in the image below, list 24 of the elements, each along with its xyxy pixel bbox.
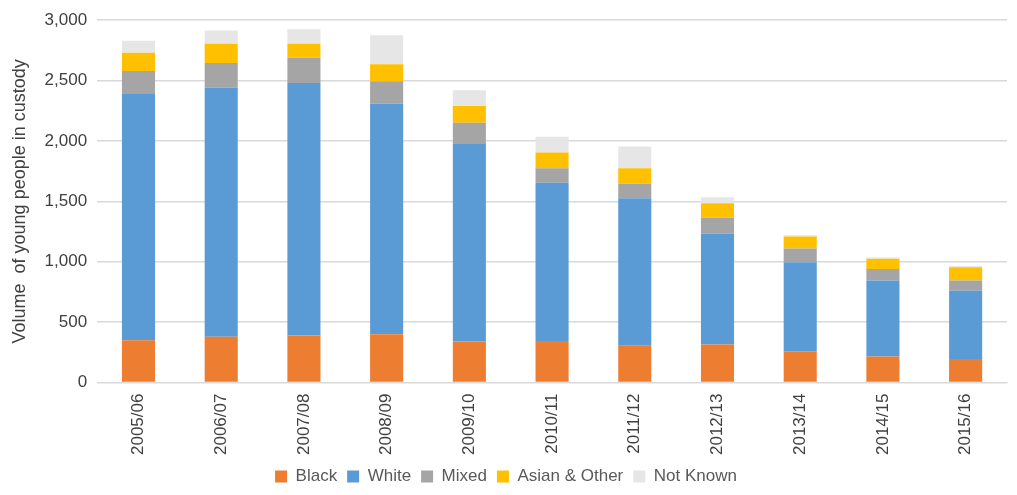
x-tick-label: 2015/16: [955, 393, 975, 455]
legend-label: Mixed: [441, 466, 487, 486]
x-tick-label: 2007/08: [293, 393, 313, 455]
x-tick-label: 2012/13: [707, 393, 727, 455]
x-tick-label: 2008/09: [376, 393, 396, 455]
legend-label: Black: [295, 466, 338, 486]
y-tick-label: 1,000: [44, 251, 88, 271]
x-tick-label: 2014/15: [872, 393, 892, 455]
legend-label: Asian & Other: [517, 466, 624, 486]
legend-label: Not Known: [653, 466, 737, 486]
y-tick-label: 1,500: [44, 191, 88, 211]
x-tick-label: 2005/06: [128, 393, 148, 455]
x-tick-label: 2013/14: [789, 393, 809, 455]
y-axis-title: Volume of young people in custody: [8, 59, 29, 344]
y-tick-label: 2,000: [44, 130, 88, 150]
y-tick-label: 500: [58, 311, 88, 331]
x-tick-label: 2009/10: [459, 393, 479, 455]
y-tick-label: 0: [77, 372, 88, 392]
x-tick-label: 2010/11: [541, 393, 561, 454]
x-tick-label: 2011/12: [624, 393, 644, 454]
y-tick-label: 2,500: [44, 70, 88, 90]
legend-label: White: [367, 466, 412, 486]
y-tick-label: 3,000: [44, 9, 88, 29]
x-tick-label: 2006/07: [210, 393, 230, 455]
